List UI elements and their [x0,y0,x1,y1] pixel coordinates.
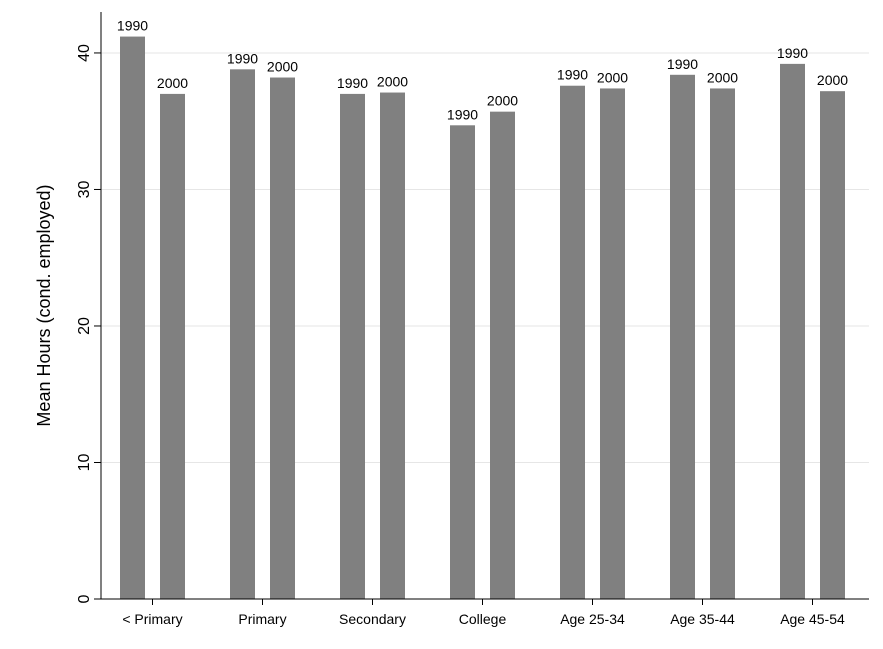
bar-label-1990-6: 1990 [777,45,808,61]
bar-label-2000-6: 2000 [817,72,848,88]
bar-label-2000-0: 2000 [157,75,188,91]
x-tick-label-1: Primary [238,611,286,627]
bar-2000-2 [380,92,405,599]
axes: 0 10 20 30 40 < Primary Primary Secondary Colleg… [76,12,869,627]
bar-label-2000-2: 2000 [377,74,408,90]
bar-label-1990-2: 1990 [337,75,368,91]
bars [120,36,845,600]
x-tick-label-5: Age 35-44 [670,611,735,627]
bar-1990-2 [340,93,365,599]
y-tick-label-0: 0 [76,594,93,603]
bar-label-2000-4: 2000 [597,69,628,85]
bar-label-2000-1: 2000 [267,59,298,75]
gridlines [101,52,869,463]
bar-2000-0 [160,93,185,599]
bar-labels: 1990 1990 1990 1990 1990 1990 1990 2000 2000 2000… [117,18,848,123]
bar-1990-6 [780,63,805,600]
bar-1990-5 [670,74,695,599]
x-tick-label-4: Age 25-34 [560,611,625,627]
x-tick-label-0: < Primary [122,611,182,627]
bar-2000-6 [820,91,845,599]
x-tick-label-6: Age 45-54 [780,611,845,627]
y-tick-label-30: 30 [76,180,93,198]
bar-1990-4 [560,85,585,599]
bar-label-2000-3: 2000 [487,93,518,109]
x-tick-label-2: Secondary [339,611,406,627]
bar-1990-1 [230,69,255,599]
y-tick-label-20: 20 [76,317,93,335]
bar-label-2000-5: 2000 [707,69,738,85]
bar-label-1990-4: 1990 [557,67,588,83]
bar-1990-3 [450,125,475,599]
bar-label-1990-5: 1990 [667,56,698,72]
bar-label-1990-1: 1990 [227,50,258,66]
y-tick-label-10: 10 [76,453,93,471]
x-tick-label-3: College [459,611,507,627]
bar-label-1990-0: 1990 [117,18,148,34]
bar-1990-0 [120,36,145,600]
bar-2000-3 [490,111,515,599]
y-axis-title: Mean Hours (cond. employed) [34,184,54,426]
y-tick-label-40: 40 [76,44,93,62]
bar-2000-1 [270,77,295,600]
bar-label-1990-3: 1990 [447,106,478,122]
bar-2000-4 [600,88,625,600]
bar-2000-5 [710,88,735,600]
